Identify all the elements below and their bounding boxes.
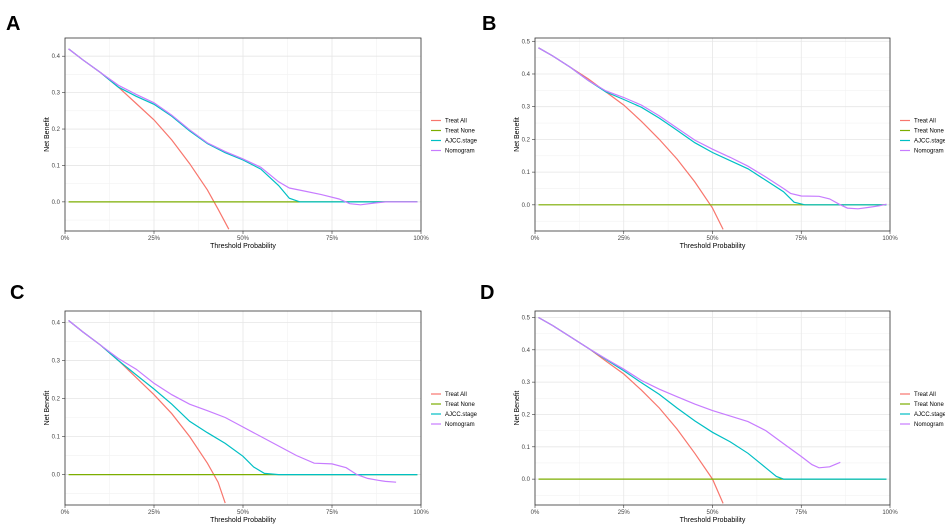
y-tick-label: 0.0 — [522, 203, 531, 209]
y-tick-label: 0.5 — [522, 315, 531, 321]
legend-label: Treat All — [445, 392, 467, 398]
x-tick-label: 75% — [326, 510, 339, 516]
legend-label: Treat All — [914, 392, 936, 398]
y-tick-label: 0.3 — [522, 105, 531, 111]
figure: A 0% 25% 50% 75% 100% 0.0 0.1 0.2 0.3 0.4 Threshold… — [0, 0, 945, 524]
x-axis-title: Threshold Probability — [210, 243, 276, 250]
legend: Treat All Treat None AJCC.stage Nomogram — [900, 392, 945, 428]
panel-label: A — [6, 13, 20, 35]
legend-label: Treat None — [445, 402, 475, 408]
legend-label: AJCC.stage — [914, 412, 945, 418]
x-axis-title: Threshold Probability — [680, 517, 746, 524]
y-tick-label: 0.5 — [522, 39, 531, 45]
x-tick-label: 50% — [237, 236, 250, 242]
x-tick-label: 100% — [413, 510, 429, 516]
y-tick-label: 0.3 — [522, 380, 531, 386]
legend: Treat All Treat None AJCC.stage Nomogram — [431, 392, 478, 428]
legend-label: Treat All — [914, 119, 936, 125]
legend-label: AJCC.stage — [445, 412, 478, 418]
y-tick-label: 0.0 — [52, 473, 61, 479]
x-tick-label: 75% — [795, 510, 808, 516]
y-axis-title: Net Benefit — [514, 117, 521, 152]
x-tick-label: 75% — [795, 236, 808, 242]
y-tick-label: 0.4 — [522, 348, 531, 354]
panel-label: C — [10, 282, 24, 304]
y-tick-label: 0.3 — [52, 358, 61, 364]
x-tick-label: 0% — [531, 236, 540, 242]
legend-label: AJCC.stage — [914, 139, 945, 145]
y-tick-label: 0.2 — [52, 127, 61, 133]
x-tick-label: 50% — [237, 510, 250, 516]
y-tick-label: 0.4 — [52, 320, 61, 326]
x-tick-label: 0% — [531, 510, 540, 516]
series-line-nomogram — [69, 321, 397, 483]
legend-label: Nomogram — [445, 422, 475, 428]
y-axis-title: Net Benefit — [514, 391, 521, 426]
x-tick-label: 25% — [148, 236, 161, 242]
chart-panel-d: D 0% 25% 50% 75% 100% 0.0 0.1 0.2 0.3 0.4 0.5 Thresh… — [480, 282, 945, 524]
series-line-treat-all — [69, 321, 226, 504]
legend: Treat All Treat None AJCC.stage Nomogram — [900, 119, 945, 155]
x-axis-title: Threshold Probability — [680, 243, 746, 250]
y-tick-label: 0.0 — [52, 200, 61, 206]
x-tick-label: 75% — [326, 236, 339, 242]
panel-label: B — [482, 13, 496, 35]
legend-label: Nomogram — [445, 149, 475, 155]
legend-label: Nomogram — [914, 149, 944, 155]
y-tick-label: 0.4 — [522, 72, 531, 78]
y-tick-label: 0.2 — [522, 412, 531, 418]
y-tick-label: 0.1 — [52, 435, 61, 441]
y-axis-title: Net Benefit — [44, 117, 51, 152]
x-tick-label: 100% — [882, 510, 898, 516]
legend: Treat All Treat None AJCC.stage Nomogram — [431, 119, 478, 155]
legend-label: Treat All — [445, 119, 467, 125]
legend-label: Treat None — [445, 129, 475, 135]
series-line-treat-all — [539, 48, 724, 230]
y-tick-label: 0.1 — [522, 445, 531, 451]
x-tick-label: 50% — [706, 510, 719, 516]
x-tick-label: 50% — [706, 236, 719, 242]
chart-panel-b: B 0% 25% 50% 75% 100% 0.0 0.1 0.2 0.3 0.4 0.5 Thresh… — [482, 13, 945, 250]
x-tick-label: 100% — [882, 236, 898, 242]
chart-panel-c: C 0% 25% 50% 75% 100% 0.0 0.1 0.2 0.3 0.4 Threshold… — [10, 282, 478, 524]
panel-label: D — [480, 282, 494, 304]
y-tick-label: 0.1 — [522, 170, 531, 176]
y-tick-label: 0.2 — [522, 137, 531, 143]
legend-label: Treat None — [914, 402, 944, 408]
legend-label: Nomogram — [914, 422, 944, 428]
x-tick-label: 25% — [148, 510, 161, 516]
legend-label: Treat None — [914, 129, 944, 135]
y-tick-label: 0.0 — [522, 477, 531, 483]
x-axis-title: Threshold Probability — [210, 517, 276, 524]
legend-label: AJCC.stage — [445, 139, 478, 145]
y-tick-label: 0.1 — [52, 163, 61, 169]
y-tick-label: 0.3 — [52, 91, 61, 97]
chart-panel-a: A 0% 25% 50% 75% 100% 0.0 0.1 0.2 0.3 0.4 Threshold… — [6, 13, 478, 250]
y-tick-label: 0.4 — [52, 54, 61, 60]
x-tick-label: 25% — [618, 510, 631, 516]
x-tick-label: 100% — [413, 236, 429, 242]
series-line-treat-all — [539, 318, 724, 504]
x-tick-label: 0% — [61, 236, 70, 242]
x-tick-label: 0% — [61, 510, 70, 516]
y-tick-label: 0.2 — [52, 396, 61, 402]
x-tick-label: 25% — [618, 236, 631, 242]
y-axis-title: Net Benefit — [44, 391, 51, 426]
